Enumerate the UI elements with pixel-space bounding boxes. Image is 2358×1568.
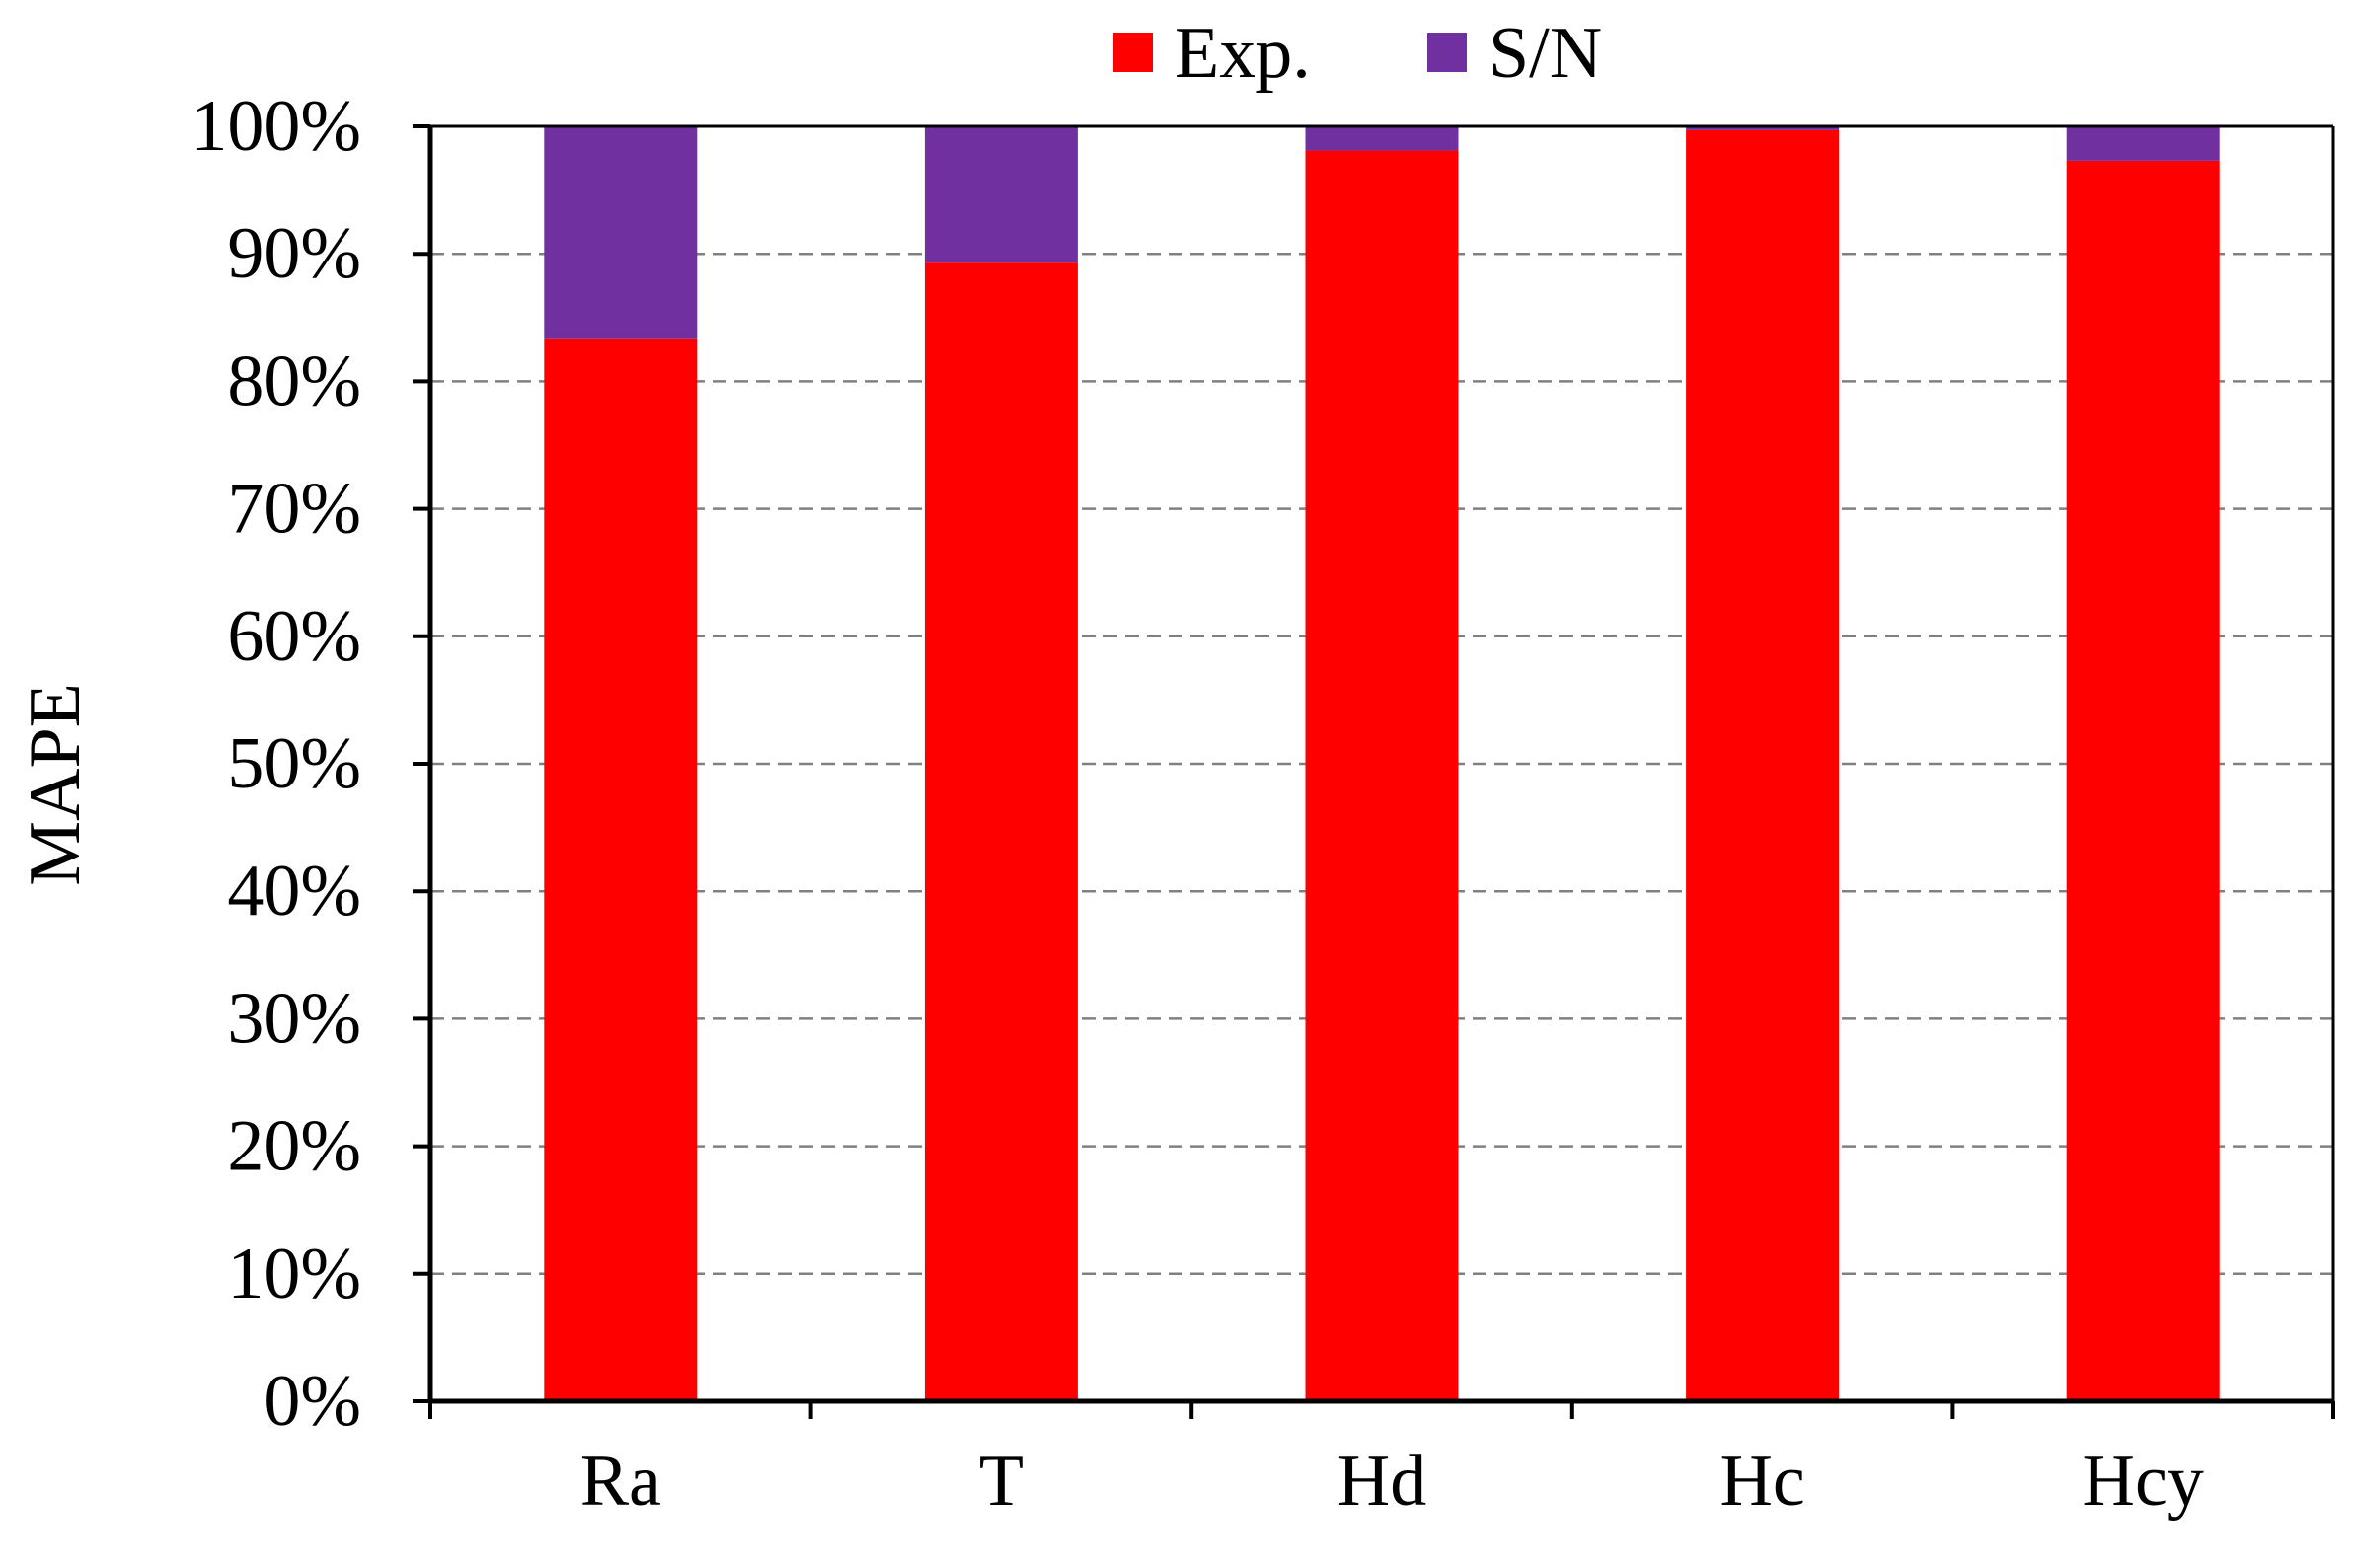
x-category-label: T	[979, 1441, 1024, 1522]
y-tick-label: 0%	[264, 1361, 361, 1442]
bar-Hc-sn	[1686, 126, 1840, 130]
x-category-label: Hc	[1719, 1441, 1804, 1522]
bar-Hcy-sn	[2066, 126, 2220, 161]
axes	[413, 124, 2335, 1419]
y-tick-label: 100%	[190, 86, 361, 167]
legend-label: Exp.	[1175, 13, 1311, 94]
legend-swatch	[1427, 33, 1467, 72]
y-tick-label: 70%	[227, 469, 361, 550]
x-category-labels: Ra T Hd Hc Hcy	[580, 1441, 2204, 1522]
legend-label: S/N	[1488, 13, 1602, 94]
bar-Hd-sn	[1305, 126, 1459, 151]
x-category-label: Hd	[1337, 1441, 1426, 1522]
bars	[544, 126, 2220, 1402]
y-tick-label: 40%	[227, 851, 361, 932]
bar-T-sn	[924, 126, 1078, 263]
legend: Exp. S/N	[1113, 13, 1602, 94]
y-tick-label: 10%	[227, 1233, 361, 1314]
legend-swatch	[1113, 33, 1153, 72]
x-category-label: Ra	[580, 1441, 661, 1522]
bar-Ra-sn	[544, 126, 698, 339]
x-category-label: Hcy	[2083, 1441, 2204, 1522]
bar-Hcy-exp	[2066, 160, 2220, 1401]
y-tick-label: 20%	[227, 1106, 361, 1187]
y-tick-label: 50%	[227, 723, 361, 804]
bar-Hd-exp	[1305, 150, 1459, 1402]
y-tick-label: 30%	[227, 978, 361, 1059]
y-axis-label: MAPE	[15, 683, 96, 886]
y-tick-label: 80%	[227, 340, 361, 421]
y-tick-label: 90%	[227, 213, 361, 294]
y-tick-labels: 0% 10% 20% 30% 40% 50% 60% 70% 80% 90% 100%	[190, 86, 361, 1442]
bar-Ra-exp	[544, 338, 698, 1401]
bar-T-exp	[924, 262, 1078, 1401]
y-tick-label: 60%	[227, 596, 361, 677]
bar-Hc-exp	[1686, 129, 1840, 1402]
